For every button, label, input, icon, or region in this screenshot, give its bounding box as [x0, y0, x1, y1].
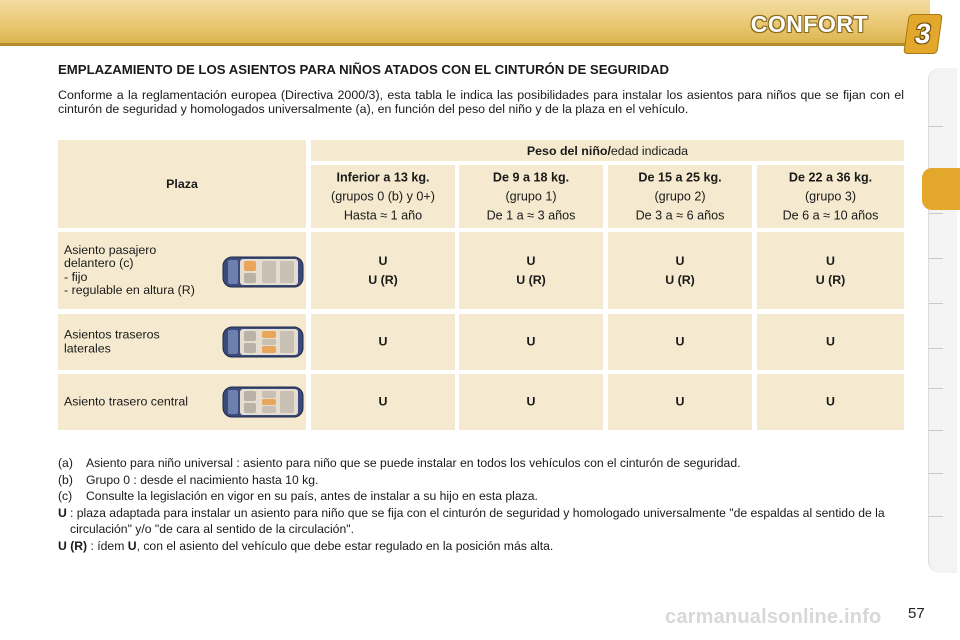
value-cell: U — [459, 314, 603, 370]
side-chapter-tabs — [928, 68, 957, 573]
car-seat-diagram-rear-center — [222, 386, 304, 418]
column-header: De 9 a 18 kg. (grupo 1) De 1 a ≈ 3 años — [459, 165, 603, 228]
column-age: Hasta ≈ 1 año — [343, 208, 423, 222]
weight-header-bold: Peso del niño/ — [526, 143, 611, 158]
column-group: (grupos 0 (b) y 0+) — [331, 189, 435, 203]
footnote-u: U: plaza adaptada para instalar un asien… — [58, 505, 885, 537]
value-cell: U — [311, 314, 455, 370]
column-group: (grupo 1) — [505, 189, 557, 203]
footnote-b: (b) Grupo 0 : desde el nacimiento hasta 1… — [58, 472, 319, 487]
column-header: Inferior a 13 kg. (grupos 0 (b) y 0+) Ha… — [311, 165, 455, 228]
column-weight: Inferior a 13 kg. — [336, 170, 430, 184]
value-cell: U — [608, 314, 752, 370]
value-cell: U — [757, 314, 904, 370]
plaza-header: Plaza — [166, 177, 198, 191]
car-seat-diagram-front-passenger — [222, 256, 304, 288]
plaza-header-cell: Plaza — [58, 140, 306, 228]
value-cell: U — [608, 374, 752, 430]
value-cell: U — [311, 374, 455, 430]
footnotes: (a) Asiento para niño universal : asiento… — [58, 455, 906, 554]
column-weight: De 9 a 18 kg. — [492, 170, 570, 184]
footnote-ur: U (R) : ídem U, con el asiento del vehíc… — [58, 538, 554, 553]
weight-header-cell: Peso del niño/edad indicada — [311, 140, 904, 161]
chapter-number-badge: 3 — [903, 14, 943, 54]
intro-paragraph: Conforme a la reglamentación europea (Di… — [58, 88, 904, 116]
chapter-title: CONFORT — [750, 11, 868, 37]
row-label-cell: Asiento trasero central — [58, 374, 306, 430]
side-tab-active[interactable] — [922, 168, 960, 210]
footnote-a: (a) Asiento para niño universal : asiento… — [58, 456, 741, 470]
row-label-cell: Asiento pasajero delantero (c) - fijo - … — [58, 232, 306, 309]
column-age: De 1 a ≈ 3 años — [486, 208, 576, 222]
row-label-cell: Asientos traseros laterales — [58, 314, 306, 370]
watermark: carmanualsonline.info — [665, 606, 882, 628]
car-seat-diagram-rear-sides — [222, 326, 304, 358]
section-title: EMPLAZAMIENTO DE LOS ASIENTOS PARA NIÑOS… — [58, 62, 670, 77]
footnote-c: (c) Consulte la legislación en vigor en s… — [58, 489, 538, 503]
column-age: De 3 a ≈ 6 años — [635, 208, 725, 222]
column-group: (grupo 3) — [804, 189, 857, 203]
column-weight: De 22 a 36 kg. — [788, 170, 873, 184]
value-cell: U — [757, 374, 904, 430]
page-number: 57 — [908, 605, 925, 622]
column-header: De 15 a 25 kg. (grupo 2) De 3 a ≈ 6 años — [608, 165, 752, 228]
row-label: Asiento pasajero delantero (c) - fijo - … — [64, 242, 195, 297]
column-weight: De 15 a 25 kg. — [638, 170, 722, 184]
header-band — [0, 0, 930, 46]
column-age: De 6 a ≈ 10 años — [782, 208, 879, 222]
value-cell: U — [459, 374, 603, 430]
weight-header-rest: edad indicada — [610, 143, 689, 158]
column-group: (grupo 2) — [654, 189, 706, 203]
row-label: Asiento trasero central — [64, 394, 188, 409]
row-label: Asientos traseros laterales — [64, 327, 160, 355]
column-header: De 22 a 36 kg. (grupo 3) De 6 a ≈ 10 año… — [757, 165, 904, 228]
